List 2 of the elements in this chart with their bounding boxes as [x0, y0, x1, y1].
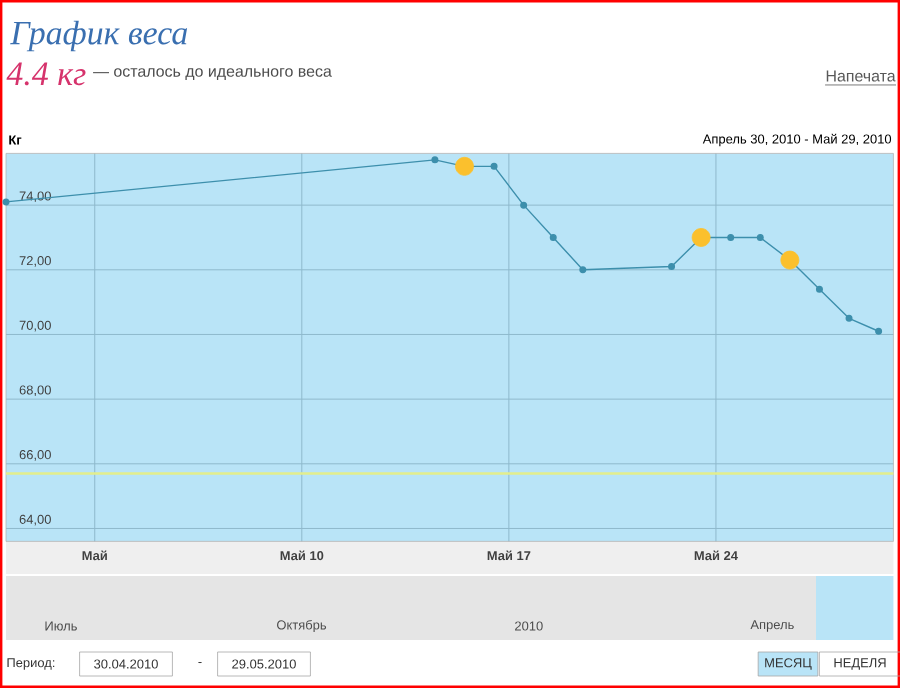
chart-title: График веса — [10, 20, 188, 52]
text: 4.4 кг — [6, 62, 86, 86]
